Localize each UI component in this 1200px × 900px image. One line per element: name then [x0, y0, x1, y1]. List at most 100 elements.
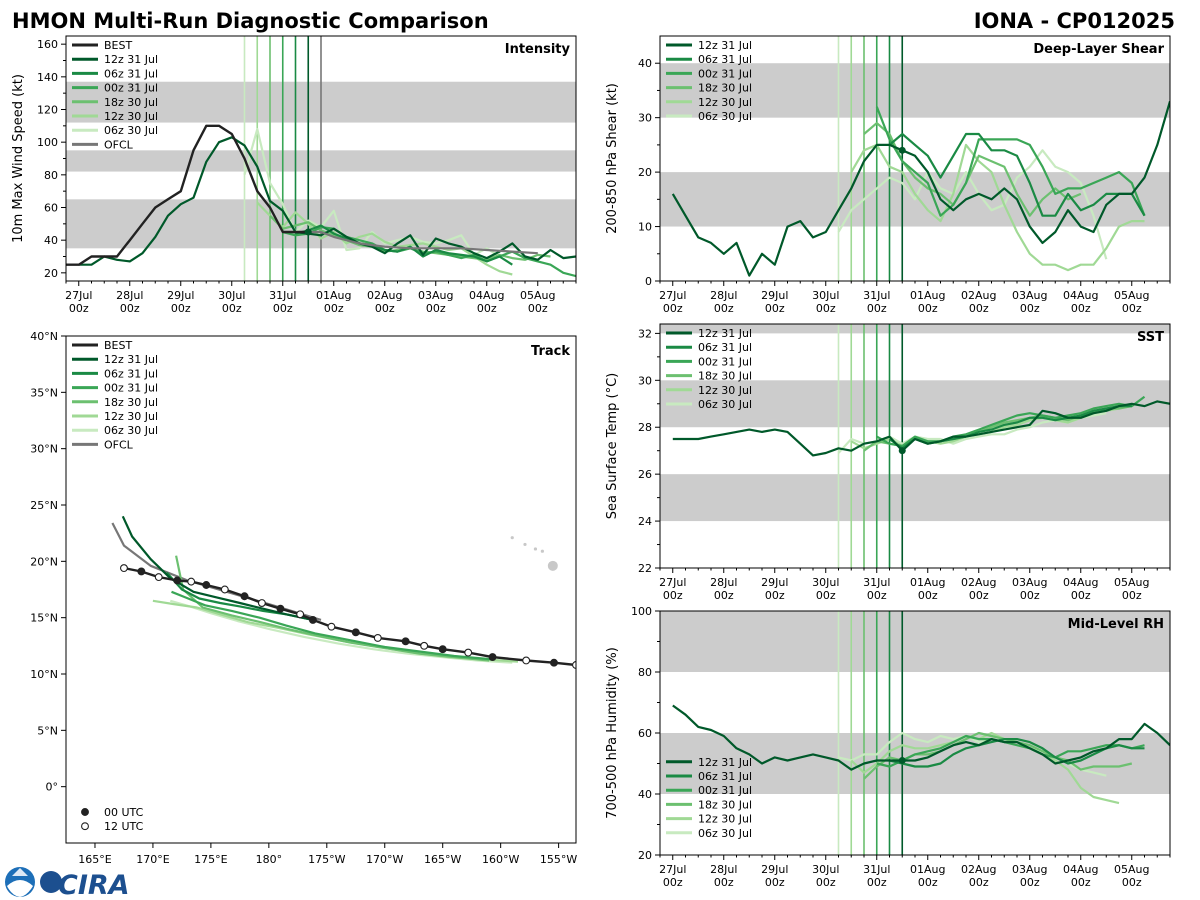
x-tick-label-hour: 00z: [816, 876, 836, 889]
x-tick-label-date: 05Aug: [1114, 863, 1149, 876]
y-tick-label: 100: [631, 605, 652, 618]
init-marker: [898, 447, 906, 455]
track-point-00utc: [276, 604, 285, 613]
y-axis-label: Sea Surface Temp (°C): [605, 373, 620, 520]
y-axis-label: 10m Max Wind Speed (kt): [11, 74, 26, 243]
utc-00-marker: [81, 808, 89, 816]
x-tick-label-date: 01Aug: [910, 289, 945, 302]
track-line: [175, 555, 490, 662]
x-tick-label-date: 29Jul: [761, 289, 788, 302]
track-point-12utc: [257, 599, 266, 607]
noaa-logo-wave: [7, 880, 33, 897]
y-tick-label: 15°N: [30, 612, 58, 625]
x-tick-label-hour: 00z: [1071, 589, 1091, 602]
shaded-band: [660, 380, 1170, 428]
series-line: [671, 100, 1170, 277]
legend-label: 06z 31 Jul: [698, 770, 752, 783]
x-tick-label-date: 29Jul: [761, 576, 788, 589]
y-tick-label: 20: [44, 267, 58, 280]
x-tick-label-date: 28Jul: [710, 289, 737, 302]
legend-label: 06z 30 Jul: [698, 827, 752, 840]
track-point-12utc: [154, 573, 163, 582]
x-tick-label: 175°E: [194, 853, 227, 866]
x-tick-label-date: 02Aug: [961, 289, 996, 302]
utc-12-marker: [81, 822, 89, 831]
x-tick-label-date: 29Jul: [761, 863, 788, 876]
x-tick-label-hour: 00z: [1020, 302, 1040, 315]
legend-label: 18z 30 Jul: [104, 96, 158, 109]
series-line: [308, 230, 538, 255]
legend-label: 18z 30 Jul: [698, 82, 752, 95]
x-tick-label-hour: 00z: [969, 876, 989, 889]
x-tick-label-hour: 00z: [120, 302, 140, 315]
y-tick-label: 26: [638, 468, 652, 481]
y-tick-label: 24: [638, 515, 652, 528]
noaa-logo-bird-icon: [12, 868, 28, 876]
y-axis-label: 700-500 hPa Humidity (%): [605, 647, 620, 819]
y-tick-label: 30: [638, 112, 652, 125]
y-tick-label: 20: [638, 849, 652, 862]
legend-label: 00z 31 Jul: [698, 784, 752, 797]
legend-label: 00z 31 Jul: [104, 82, 158, 95]
legend-label: 00z 31 Jul: [698, 355, 752, 368]
x-tick-label-hour: 00z: [1020, 876, 1040, 889]
legend-label: 06z 30 Jul: [104, 424, 158, 437]
x-tick-label-hour: 00z: [1122, 302, 1142, 315]
y-tick-label: 40: [638, 788, 652, 801]
x-tick-label-hour: 00z: [765, 302, 785, 315]
x-tick-label: 170°E: [136, 853, 169, 866]
shaded-band: [660, 324, 1170, 334]
legend-label: 18z 30 Jul: [698, 370, 752, 383]
legend-label: 12z 31 Jul: [104, 353, 158, 366]
series-line: [875, 106, 1146, 217]
island-shape: [533, 547, 538, 551]
series-line: [876, 395, 1146, 448]
x-tick-label-date: 03Aug: [1012, 576, 1047, 589]
legend-label: 06z 31 Jul: [104, 367, 158, 380]
series-line: [850, 143, 1145, 272]
panel-label: Mid-Level RH: [1068, 617, 1164, 632]
x-tick-label-hour: 00z: [969, 302, 989, 315]
track-point-12utc: [327, 622, 336, 631]
track-point-00utc: [438, 645, 447, 654]
x-tick-label-date: 30Jul: [812, 863, 839, 876]
legend-label: 18z 30 Jul: [698, 798, 752, 811]
legend-label: 06z 30 Jul: [698, 110, 752, 123]
y-tick-label: 60: [638, 727, 652, 740]
noaa-logo: [5, 867, 35, 897]
track-point-12utc: [522, 656, 531, 665]
y-tick-label: 100: [37, 136, 58, 149]
utc-legend-label: 00 UTC: [104, 806, 144, 819]
x-tick-label-hour: 00z: [1071, 876, 1091, 889]
x-tick-label-hour: 00z: [714, 589, 734, 602]
series-line: [256, 201, 513, 276]
y-axis-label: 200-850 hPa Shear (kt): [605, 83, 620, 234]
x-tick-label-date: 03Aug: [1012, 863, 1047, 876]
x-tick-label-date: 31Jul: [863, 289, 890, 302]
y-tick-label: 0°: [46, 781, 59, 794]
x-tick-label-hour: 00z: [918, 876, 938, 889]
y-tick-label: 10°N: [30, 668, 58, 681]
x-tick-label-date: 05Aug: [1114, 289, 1149, 302]
x-tick-label-date: 02Aug: [367, 289, 402, 302]
x-tick-label-hour: 00z: [1122, 876, 1142, 889]
y-tick-label: 22: [638, 562, 652, 575]
x-tick-label-hour: 00z: [663, 589, 683, 602]
track-point-12utc: [464, 648, 473, 657]
x-tick-label-hour: 00z: [867, 302, 887, 315]
x-tick-label-hour: 00z: [69, 302, 89, 315]
x-tick-label-date: 04Aug: [469, 289, 504, 302]
x-tick-label: 155°W: [540, 853, 577, 866]
track-point-12utc: [420, 641, 429, 650]
series-line: [888, 132, 1146, 217]
x-tick-label-date: 28Jul: [710, 863, 737, 876]
island-shape: [547, 560, 558, 571]
axes-frame: [65, 335, 577, 844]
x-tick-label-date: 04Aug: [1063, 289, 1098, 302]
track-point-12utc: [220, 585, 229, 594]
y-tick-label: 40: [44, 234, 58, 247]
